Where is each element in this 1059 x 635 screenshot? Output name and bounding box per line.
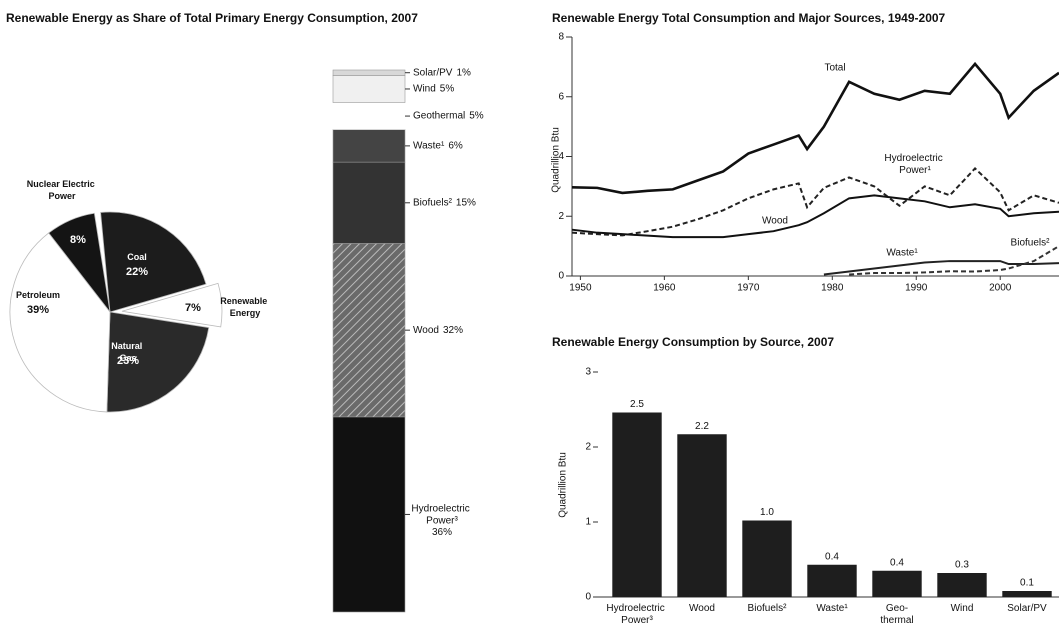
pie-slice bbox=[48, 212, 111, 313]
series-label: Biofuels² bbox=[1011, 238, 1051, 249]
x-tick-label: Wood bbox=[689, 603, 715, 614]
segment-label: Biofuels² bbox=[413, 197, 453, 208]
x-tick-label: Solar/PV bbox=[1007, 603, 1047, 614]
segment-value-label: 5% bbox=[469, 111, 484, 122]
stack-segment bbox=[332, 129, 406, 163]
slice-label: Coal bbox=[127, 252, 147, 262]
pie-title: Renewable Energy as Share of Total Prima… bbox=[6, 11, 418, 25]
slice-label: Petroleum bbox=[16, 290, 60, 300]
segment-value-label: 6% bbox=[448, 141, 463, 152]
slice-label: Renewable Energy bbox=[220, 296, 270, 318]
slice-value-label: 7% bbox=[185, 302, 201, 314]
y-tick-label: 1 bbox=[585, 517, 591, 528]
bar bbox=[677, 434, 727, 597]
x-tick-label: Biofuels² bbox=[748, 603, 788, 614]
slice-value-label: 8% bbox=[70, 234, 86, 246]
bar bbox=[1002, 591, 1052, 597]
segment-value-label: 5% bbox=[440, 84, 455, 95]
y-tick-label: 0 bbox=[558, 271, 564, 282]
series-label: Waste¹ bbox=[886, 248, 918, 259]
pie-slice bbox=[106, 311, 210, 413]
segment-label: Wood bbox=[413, 325, 439, 336]
bar bbox=[937, 573, 987, 597]
segment-label: Solar/PV bbox=[413, 67, 453, 78]
series-line bbox=[823, 260, 1059, 276]
stack-segment bbox=[332, 69, 406, 76]
x-tick-label: Hydroelectric Power³ bbox=[606, 603, 667, 626]
pie-slice bbox=[9, 232, 111, 413]
segment-label: Waste¹ bbox=[413, 141, 445, 152]
bar-title: Renewable Energy Consumption by Source, … bbox=[552, 335, 834, 349]
bar-value-label: 0.4 bbox=[890, 557, 904, 568]
y-tick-label: 2 bbox=[558, 211, 564, 222]
y-axis-label: Quadrillion Btu bbox=[558, 452, 569, 518]
segment-label: Wind bbox=[413, 84, 436, 95]
slice-value-label: 23% bbox=[117, 355, 139, 367]
bar-value-label: 0.1 bbox=[1020, 578, 1034, 589]
slice-label: Natural Gas bbox=[111, 341, 145, 363]
y-tick-label: 6 bbox=[558, 91, 564, 102]
x-tick-label: 1950 bbox=[569, 283, 592, 294]
bar-value-label: 1.0 bbox=[760, 507, 774, 518]
segment-value-label: 32% bbox=[443, 325, 463, 336]
segment-value-label: 15% bbox=[456, 197, 476, 208]
segment-value-label: 1% bbox=[456, 67, 471, 78]
bar bbox=[742, 520, 792, 597]
series-label: Total bbox=[824, 63, 845, 74]
stack-segment bbox=[332, 75, 406, 103]
y-tick-label: 0 bbox=[585, 592, 591, 603]
bar bbox=[872, 570, 922, 597]
pie-slice bbox=[121, 282, 223, 328]
bar bbox=[807, 564, 857, 597]
series-line bbox=[571, 194, 1059, 239]
x-tick-label: 1990 bbox=[905, 283, 928, 294]
bar-value-label: 2.2 bbox=[695, 421, 709, 432]
y-tick-label: 3 bbox=[585, 367, 591, 378]
x-tick-label: Wind bbox=[951, 603, 974, 614]
y-tick-label: 8 bbox=[558, 32, 564, 43]
segment-value-label: 36% bbox=[432, 527, 452, 538]
bar bbox=[612, 412, 662, 597]
x-tick-label: Geo-thermal bbox=[880, 603, 913, 626]
pie-slice bbox=[100, 211, 207, 313]
series-line bbox=[571, 61, 1059, 195]
segment-label: Hydroelectric Power³ bbox=[411, 503, 472, 526]
segment-label: Geothermal bbox=[413, 111, 465, 122]
stack-segment bbox=[332, 416, 406, 613]
bar-value-label: 0.3 bbox=[955, 560, 969, 571]
x-tick-label: 1980 bbox=[821, 283, 844, 294]
y-tick-label: 2 bbox=[585, 442, 591, 453]
bar-value-label: 0.4 bbox=[825, 551, 839, 562]
series-label: Wood bbox=[762, 216, 788, 227]
slice-value-label: 22% bbox=[126, 266, 148, 278]
bar-value-label: 2.5 bbox=[630, 399, 644, 410]
series-line bbox=[849, 245, 1059, 276]
series-label: Hydroelectric Power¹ bbox=[884, 153, 945, 176]
stack-segment bbox=[333, 102, 405, 130]
stack-segment bbox=[332, 161, 406, 244]
y-axis-label: Quadrillion Btu bbox=[551, 127, 562, 193]
slice-label: Nuclear Electric Power bbox=[27, 179, 98, 201]
stack-segment bbox=[332, 243, 406, 418]
x-tick-label: 1960 bbox=[653, 283, 676, 294]
series-line bbox=[571, 167, 1059, 237]
line-title: Renewable Energy Total Consumption and M… bbox=[552, 11, 946, 25]
x-tick-label: 1970 bbox=[737, 283, 760, 294]
y-tick-label: 4 bbox=[558, 151, 564, 162]
slice-value-label: 39% bbox=[27, 304, 49, 316]
x-tick-label: Waste¹ bbox=[816, 603, 848, 614]
x-tick-label: 2000 bbox=[989, 283, 1012, 294]
